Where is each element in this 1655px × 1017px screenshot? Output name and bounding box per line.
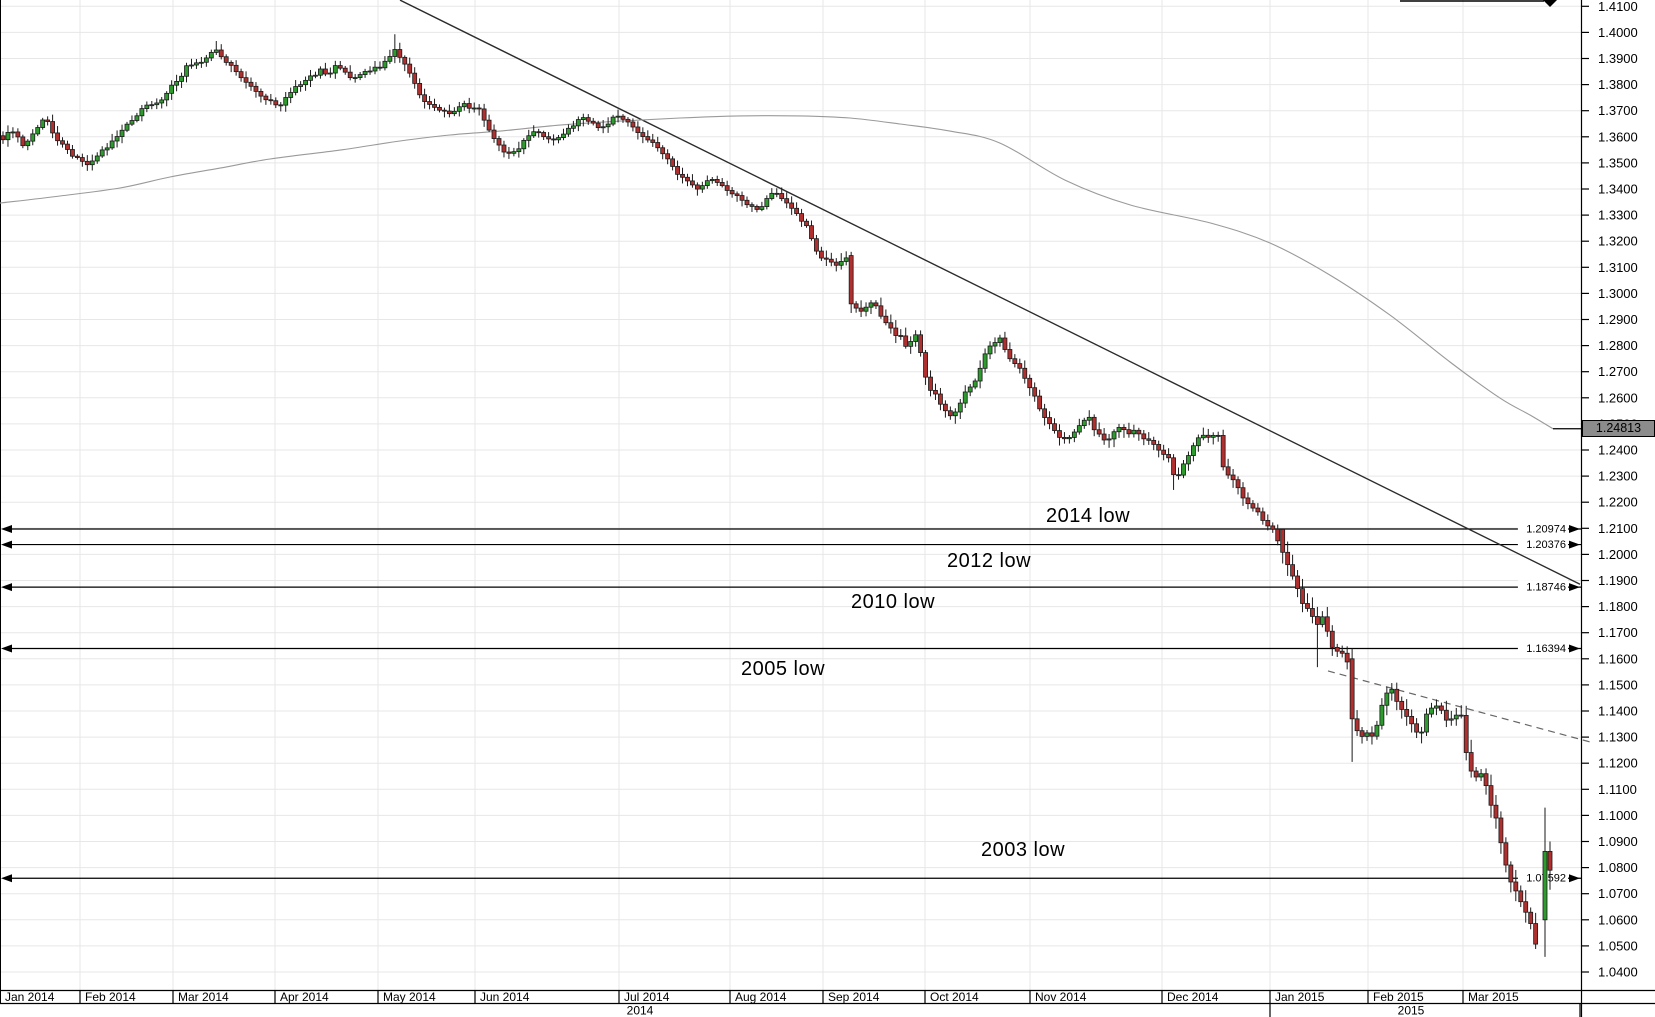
svg-text:1.2100: 1.2100 (1598, 521, 1638, 536)
arrow-right-icon (1569, 583, 1580, 592)
svg-text:1.0700: 1.0700 (1598, 886, 1638, 901)
svg-text:Nov 2014: Nov 2014 (1035, 990, 1087, 1004)
svg-text:1.2000: 1.2000 (1598, 547, 1638, 562)
svg-text:1.3500: 1.3500 (1598, 155, 1638, 170)
svg-text:Oct 2014: Oct 2014 (930, 990, 979, 1004)
svg-text:Mar 2014: Mar 2014 (178, 990, 229, 1004)
svg-text:1.2200: 1.2200 (1598, 495, 1638, 510)
arrow-right-icon (1569, 540, 1580, 549)
svg-text:Jan 2014: Jan 2014 (5, 990, 55, 1004)
candlesticks[interactable] (0, 34, 1553, 957)
svg-text:1.4000: 1.4000 (1598, 25, 1638, 40)
svg-text:Aug 2014: Aug 2014 (735, 990, 787, 1004)
trendline[interactable] (399, 0, 1581, 585)
svg-text:Apr 2014: Apr 2014 (280, 990, 329, 1004)
svg-text:2014: 2014 (627, 1004, 654, 1017)
arrow-right-icon (1569, 524, 1580, 533)
dashed-trendline[interactable] (1327, 670, 1591, 743)
arrow-right-icon (1569, 644, 1580, 653)
svg-text:Mar 2015: Mar 2015 (1468, 990, 1519, 1004)
svg-text:Jul 2014: Jul 2014 (624, 990, 670, 1004)
time-axis[interactable]: Jan 2014 Feb 2014 Mar 2014 Apr 2014 May 2014… (0, 989, 1655, 1017)
svg-text:1.2400: 1.2400 (1598, 443, 1638, 458)
svg-text:1.0400: 1.0400 (1598, 965, 1638, 980)
svg-text:1.1100: 1.1100 (1598, 782, 1637, 797)
svg-text:1.3700: 1.3700 (1598, 103, 1638, 118)
svg-text:1.2900: 1.2900 (1598, 312, 1638, 327)
svg-text:Feb 2015: Feb 2015 (1373, 990, 1424, 1004)
svg-text:1.20974: 1.20974 (1526, 523, 1566, 535)
chart-annotation: 2003 low (981, 839, 1066, 861)
chart-annotation: 2014 low (1046, 505, 1131, 527)
svg-text:Jan 2015: Jan 2015 (1275, 990, 1325, 1004)
svg-text:1.3300: 1.3300 (1598, 208, 1638, 223)
svg-text:1.3100: 1.3100 (1598, 260, 1638, 275)
svg-text:1.0800: 1.0800 (1598, 860, 1638, 875)
svg-text:1.0900: 1.0900 (1598, 834, 1638, 849)
svg-text:1.1700: 1.1700 (1598, 625, 1638, 640)
arrow-right-icon (1569, 874, 1580, 883)
support-lines[interactable] (1, 524, 1581, 883)
chart-annotation: 2012 low (947, 550, 1032, 572)
chart-annotation: 2005 low (741, 658, 826, 680)
svg-text:1.2800: 1.2800 (1598, 338, 1638, 353)
svg-text:1.3400: 1.3400 (1598, 182, 1638, 197)
svg-text:1.3200: 1.3200 (1598, 234, 1638, 249)
svg-text:1.16394: 1.16394 (1526, 643, 1566, 655)
svg-text:1.2700: 1.2700 (1598, 364, 1638, 379)
svg-text:1.1500: 1.1500 (1598, 677, 1638, 692)
svg-text:1.18746: 1.18746 (1526, 582, 1566, 594)
svg-text:Jun 2014: Jun 2014 (480, 990, 530, 1004)
svg-text:1.2600: 1.2600 (1598, 390, 1638, 405)
svg-text:1.3600: 1.3600 (1598, 129, 1638, 144)
svg-text:1.3800: 1.3800 (1598, 77, 1638, 92)
svg-text:1.20376: 1.20376 (1526, 539, 1566, 551)
svg-text:2015: 2015 (1398, 1004, 1425, 1017)
svg-text:1.0500: 1.0500 (1598, 938, 1638, 953)
svg-text:1.1900: 1.1900 (1598, 573, 1638, 588)
arrow-left-icon (1, 874, 12, 883)
last-value-badge: 1.24813 (1582, 420, 1655, 437)
arrow-left-icon (1, 644, 12, 653)
svg-text:1.1400: 1.1400 (1598, 704, 1638, 719)
svg-text:1.3000: 1.3000 (1598, 286, 1638, 301)
svg-text:1.1000: 1.1000 (1598, 808, 1638, 823)
svg-text:Sep 2014: Sep 2014 (828, 990, 880, 1004)
moving-average-line[interactable] (0, 115, 1554, 430)
svg-text:1.1800: 1.1800 (1598, 599, 1638, 614)
arrow-left-icon (1, 524, 12, 533)
plot-border (0, 0, 1544, 1003)
svg-text:1.1300: 1.1300 (1598, 730, 1638, 745)
gridlines (0, 0, 1581, 990)
arrow-left-icon (1, 583, 12, 592)
svg-text:1.3900: 1.3900 (1598, 51, 1638, 66)
chart-annotation: 2010 low (851, 591, 936, 613)
svg-text:Feb 2014: Feb 2014 (85, 990, 136, 1004)
svg-text:1.0600: 1.0600 (1598, 912, 1638, 927)
svg-text:1.2300: 1.2300 (1598, 469, 1638, 484)
svg-text:1.1200: 1.1200 (1598, 756, 1638, 771)
price-axis[interactable]: 1.0400 1.0500 1.0600 1.0700 1.0800 1.0900 1.10… (1580, 0, 1638, 1017)
svg-text:1.4100: 1.4100 (1598, 0, 1638, 14)
svg-text:1.1600: 1.1600 (1598, 651, 1638, 666)
svg-text:May 2014: May 2014 (383, 990, 436, 1004)
svg-text:Dec 2014: Dec 2014 (1167, 990, 1219, 1004)
scroll-up-marker-icon (1543, 0, 1557, 7)
arrow-left-icon (1, 540, 12, 549)
